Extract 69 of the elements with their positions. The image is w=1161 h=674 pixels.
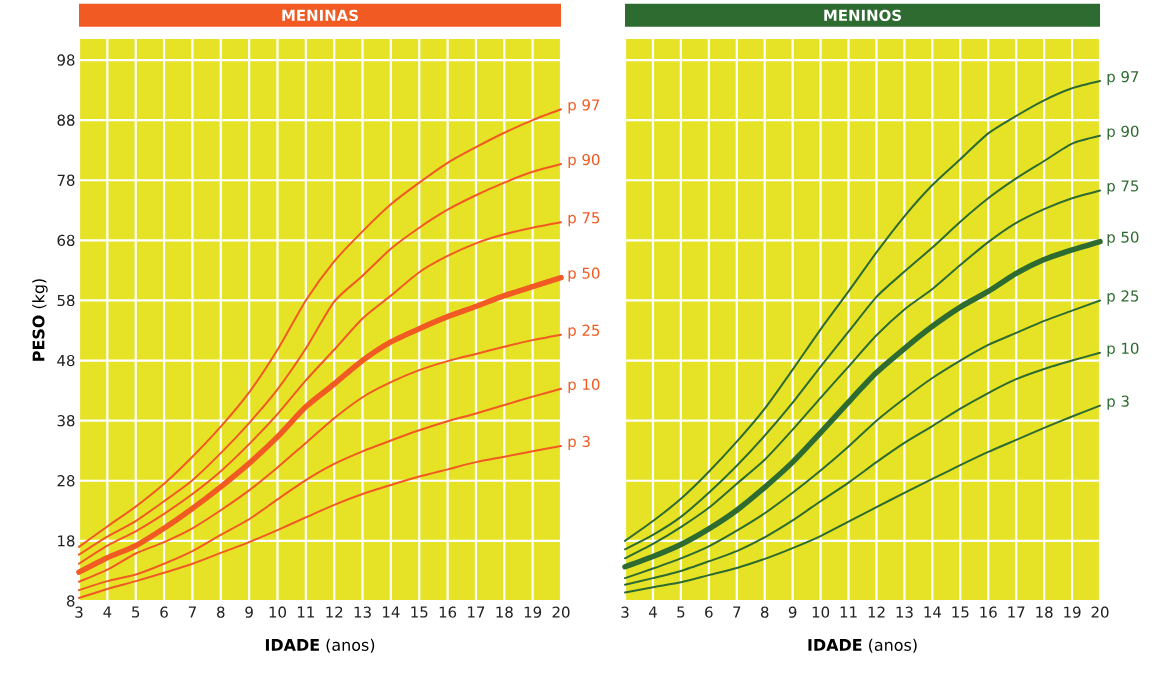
x-tick-label: 9 (788, 606, 797, 618)
chart-title: MENINAS (282, 9, 358, 21)
y-tick-label: 8 (67, 595, 75, 607)
series-label: p 75 (568, 212, 600, 227)
x-tick-label: 17 (1008, 606, 1025, 618)
chart-title: MENINOS (824, 9, 901, 21)
x-tick-label: 3 (621, 606, 629, 618)
y-tick-label: 18 (58, 535, 75, 547)
x-tick-label: 19 (524, 606, 542, 618)
line-series (78, 333, 563, 583)
x-tick-label: 13 (354, 606, 371, 618)
series-label: p 3 (568, 435, 590, 451)
y-axis-title: PESO (kg) (32, 279, 48, 361)
x-tick-label: 7 (733, 606, 741, 618)
x-tick-label: 4 (648, 606, 657, 618)
x-tick-label: 7 (188, 606, 196, 618)
series-label: p 90 (568, 153, 600, 169)
series-label: p 97 (568, 99, 600, 114)
x-tick-label: 5 (677, 606, 685, 618)
x-tick-label: 9 (245, 606, 253, 618)
x-tick-label: 11 (297, 606, 314, 618)
x-tick-label: 19 (1064, 606, 1081, 618)
y-tick-label: 48 (57, 354, 75, 367)
x-tick-label: 15 (952, 606, 969, 618)
x-tick-label: 6 (705, 606, 713, 618)
x-tick-label: 12 (868, 606, 885, 618)
series-label: p 97 (1107, 70, 1139, 86)
x-tick-label: 17 (468, 606, 485, 618)
y-tick-label: 78 (57, 174, 75, 186)
line-series (78, 221, 563, 565)
y-tick-label: 58 (57, 294, 75, 307)
x-tick-label: 13 (896, 606, 913, 618)
x-tick-label: 20 (552, 606, 570, 618)
series-label: p 3 (1107, 395, 1129, 410)
y-tick-label: 98 (57, 54, 75, 66)
x-tick-label: 10 (812, 606, 830, 618)
x-tick-label: 3 (75, 606, 83, 618)
series-label: p 50 (568, 267, 600, 282)
series-label: p 25 (568, 324, 600, 339)
series-label: p 10 (568, 378, 600, 393)
y-tick-label: 38 (57, 415, 75, 427)
line-series (78, 444, 563, 599)
x-tick-label: 14 (383, 606, 400, 618)
y-tick-label: 68 (57, 234, 75, 246)
x-tick-label: 8 (760, 606, 769, 618)
x-tick-label: 15 (411, 606, 428, 618)
series-label: p 75 (1107, 180, 1139, 195)
series-label: p 25 (1107, 290, 1139, 305)
x-axis-title: IDADE (anos) (808, 638, 917, 653)
series-label: p 90 (1107, 125, 1139, 140)
x-tick-label: 8 (217, 606, 225, 618)
y-tick-label: 28 (57, 475, 75, 487)
x-tick-label: 11 (840, 606, 857, 618)
x-tick-label: 6 (160, 606, 168, 618)
x-tick-label: 20 (1091, 606, 1109, 618)
x-tick-label: 16 (439, 606, 457, 618)
x-tick-label: 18 (496, 606, 513, 618)
x-tick-label: 12 (326, 606, 343, 618)
x-tick-label: 10 (269, 606, 286, 618)
x-tick-label: 18 (1036, 606, 1053, 618)
x-tick-label: 5 (132, 606, 140, 618)
series-label: p 50 (1107, 231, 1139, 246)
y-tick-label: 88 (57, 114, 75, 126)
line-series (78, 387, 563, 592)
x-tick-label: 14 (924, 606, 942, 618)
series-label: p 10 (1107, 342, 1139, 357)
x-tick-label: 4 (103, 606, 112, 618)
x-axis-title: IDADE (anos) (265, 638, 375, 653)
x-tick-label: 16 (980, 606, 997, 618)
